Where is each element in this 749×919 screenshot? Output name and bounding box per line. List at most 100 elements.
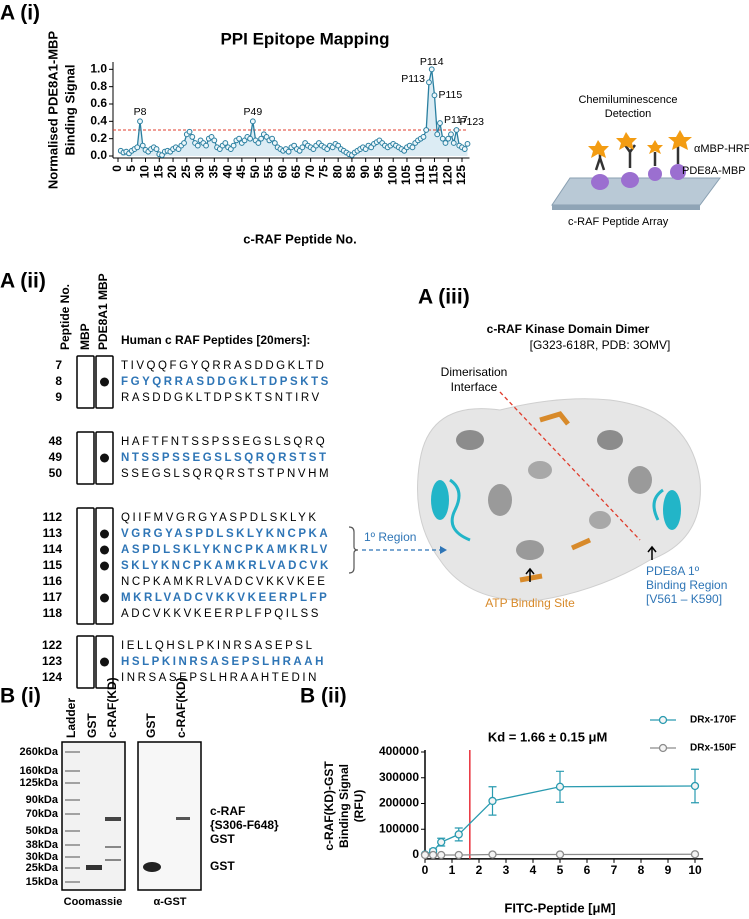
peak-label: P123 [459,116,484,128]
data-point [461,146,468,152]
peptide-sequence: ADCVKKVKEERPLFPQILSS [121,608,321,620]
x-tick-label: 8 [638,863,645,877]
x-tick-label: 90 [358,165,372,179]
hrp-star [616,132,637,150]
data-point [299,144,306,151]
marker-label: 15kDa [26,876,59,888]
column-header: MBP [78,323,92,350]
array-schematic [551,130,721,210]
helix [516,540,544,560]
peptide-number: 118 [43,606,63,620]
array-edge [552,205,700,210]
panel-label: B (ii) [300,685,347,708]
data-point [434,131,441,138]
peptide-sequence: NCPKAMKRLVADCVKKVKEE [121,576,328,588]
area [120,69,468,156]
y-axis-label: Normalised PDE8A1-MBP [45,31,60,190]
mbp-spot-box [76,507,95,625]
structure-label: Interface [451,380,498,394]
column-header: PDE8A1 MBP [96,273,110,350]
y-tick-label: 0.0 [90,148,107,162]
data-point [247,135,253,142]
x-tick-label: 9 [665,863,672,877]
surface [417,398,701,601]
structure-model [417,391,701,601]
binding-spot [100,545,109,555]
peptide-sequence: INRSASEPSLHRAAHTEDIN [121,672,319,684]
y-axis-label: c-RAF(KD)-GST [322,761,336,851]
sequence-header: Human c RAF Peptides [20mers]: [121,333,310,347]
data-point [442,140,449,146]
x-tick-label: 65 [289,165,303,179]
x-tick-label: 10 [138,165,152,179]
binding-loop [449,478,471,542]
peptide-sequence: NTSSPSSEGSLSQRQRSTST [121,452,329,464]
x-tick-label: 50 [248,165,262,179]
arrow [525,567,535,582]
binding-spot [100,593,109,603]
y-tick-label: 0 [412,847,419,861]
region-label: 1º Region [364,530,416,544]
x-tick-label: 15 [151,165,165,179]
schematic-label: αMBP-HRP [694,143,749,155]
data-point [236,135,242,142]
x-tick-label: 20 [165,165,179,179]
x-tick-label: 30 [193,165,207,179]
data-point [426,79,432,86]
data-point [222,140,229,146]
protein-blob [648,167,662,181]
stain-label: α-GST [153,896,186,908]
band-label: GST [210,832,235,846]
data-point [437,120,443,126]
panel-label: A (i) [0,2,40,25]
protein-blob [670,164,686,180]
peptide-number: 117 [43,590,63,604]
gel-band [105,859,121,861]
helix [597,430,623,450]
structure-label: [V561 – K590] [646,592,722,606]
peptide-number: 124 [42,670,62,684]
x-tick-label: 100 [385,165,399,185]
helix [628,466,652,494]
data-point [555,850,565,859]
helix [456,430,484,450]
panel-label: B (i) [0,685,41,708]
peptide-number: 48 [49,434,63,448]
region-arrowhead [440,546,447,554]
structure-label: Dimerisation [441,365,508,379]
data-point [255,140,262,146]
data-point [230,142,237,149]
data-point [134,144,141,151]
y-axis-label: Binding Signal [62,65,77,156]
binding-spot [100,377,109,387]
marker-label: 90kDa [26,794,59,806]
data-point [428,66,435,73]
x-tick-label: 45 [234,165,248,179]
protein-blob [591,174,609,190]
x-tick-label: 3 [503,863,510,877]
data-point [137,118,143,125]
peak-label: P49 [244,106,263,118]
peptide-sequence: HAFTFNTSSPSSEGSLSQRQ [121,436,327,448]
x-tick-label: 120 [440,165,454,185]
data-point [269,135,276,142]
x-tick-label: 105 [399,165,413,185]
data-point [423,127,430,133]
peptide-sequence: FGYQRRASDDGKLTDPSKTS [121,376,331,388]
schematic-label: c-RAF Peptide Array [568,216,669,228]
x-tick-label: 1 [449,863,456,877]
binding-helix [431,480,449,520]
x-tick-label: 4 [530,863,537,877]
data-point [690,850,700,859]
peptide-number: 49 [49,450,63,464]
x-tick-label: 6 [584,863,591,877]
atp-strand [519,411,592,583]
data-point [420,134,427,140]
structure-title: c-RAF Kinase Domain Dimer [487,322,650,336]
data-point [454,850,463,860]
interface-line [499,391,641,541]
peptide-number: 123 [42,654,62,668]
hrp-star [588,140,609,158]
structure-label: Binding Region [646,578,727,592]
y-axis-label: Binding Signal [337,764,351,848]
